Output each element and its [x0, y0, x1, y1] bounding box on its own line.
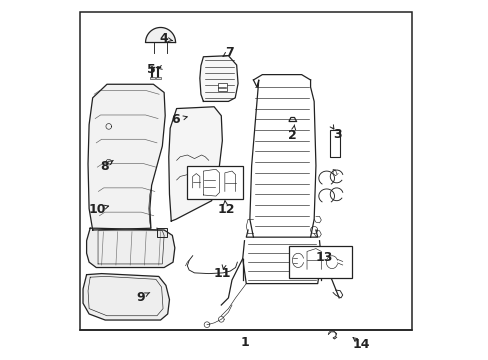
Text: 5: 5: [146, 63, 155, 76]
Polygon shape: [86, 228, 175, 267]
Bar: [155, 77, 160, 79]
Text: 1: 1: [240, 336, 248, 349]
Text: 2: 2: [288, 129, 297, 142]
Polygon shape: [83, 274, 169, 320]
Polygon shape: [168, 107, 222, 221]
Polygon shape: [88, 84, 165, 230]
Bar: [157, 228, 166, 237]
Bar: [149, 77, 155, 79]
Bar: [80, 12, 411, 330]
Text: 14: 14: [352, 338, 370, 351]
Text: 3: 3: [332, 128, 341, 141]
Text: 10: 10: [88, 203, 106, 216]
Text: 13: 13: [314, 251, 332, 264]
Text: 7: 7: [224, 46, 233, 59]
Text: 6: 6: [171, 113, 180, 126]
Polygon shape: [145, 27, 175, 42]
Text: 4: 4: [160, 32, 168, 45]
Text: 9: 9: [136, 291, 144, 304]
Polygon shape: [200, 56, 238, 102]
Bar: [288, 246, 351, 278]
Text: 12: 12: [217, 203, 234, 216]
Bar: [329, 130, 340, 157]
Text: 11: 11: [213, 267, 231, 280]
Bar: [217, 83, 226, 91]
Bar: [187, 166, 242, 199]
Text: 8: 8: [100, 160, 108, 173]
